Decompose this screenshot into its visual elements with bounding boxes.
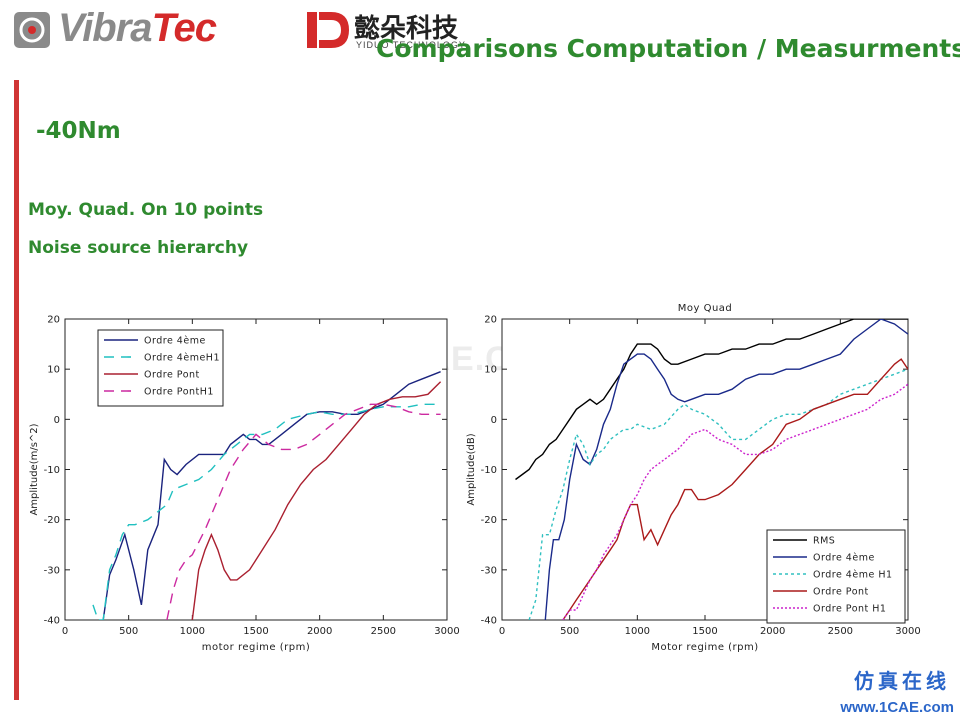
x-tick-label: 2500 [828, 626, 853, 637]
series-line [528, 368, 908, 620]
series-line [166, 403, 441, 620]
y-tick-label: 0 [54, 415, 60, 426]
x-tick-label: 500 [560, 626, 579, 637]
slide-title: Comparisons Computation / Measurments [376, 34, 960, 63]
x-axis-label: motor regime (rpm) [202, 642, 310, 653]
y-tick-label: 10 [484, 365, 497, 376]
y-tick-label: 10 [47, 365, 60, 376]
legend-label: Ordre Pont [813, 587, 869, 598]
y-tick-label: -10 [44, 465, 60, 476]
y-tick-label: 20 [47, 315, 60, 326]
legend-label: RMS [813, 536, 835, 547]
legend-label: Ordre PontH1 [144, 387, 214, 398]
x-tick-label: 500 [119, 626, 138, 637]
legend-label: Ordre Pont [144, 370, 200, 381]
x-tick-label: 1500 [243, 626, 268, 637]
y-tick-label: -10 [481, 465, 497, 476]
x-tick-label: 2000 [307, 626, 332, 637]
series-line [562, 383, 908, 620]
watermark-cn: 仿真在线 [854, 669, 950, 693]
series-line [515, 319, 908, 481]
yiduo-logo-subtext: YIDUO TECHNOLOGY [356, 40, 466, 50]
y-axis-label: Amplitude(m/s^2) [29, 423, 40, 515]
subtitle-moy-quad: Moy. Quad. On 10 points [28, 200, 264, 220]
legend-label: Ordre 4ème [144, 336, 206, 347]
vibratec-logo-text: VibraTec [58, 6, 217, 50]
y-tick-label: -40 [481, 616, 497, 627]
x-tick-label: 1500 [692, 626, 717, 637]
x-tick-label: 1000 [625, 626, 650, 637]
y-tick-label: 20 [484, 315, 497, 326]
legend-label: Ordre 4èmeH1 [144, 353, 220, 364]
vibratec-logo-icon [14, 12, 50, 48]
watermark-url: www.1CAE.com [840, 699, 954, 716]
yiduo-logo-icon [307, 12, 349, 48]
yiduo-logo-text: 懿朵科技 [354, 14, 459, 44]
x-tick-label: 3000 [434, 626, 459, 637]
y-tick-label: -40 [44, 616, 60, 627]
y-axis-label: Amplitude(dB) [466, 433, 477, 505]
x-tick-label: 0 [499, 626, 505, 637]
y-tick-label: -30 [481, 565, 497, 576]
legend-label: Ordre 4ème H1 [813, 570, 893, 581]
y-tick-label: -20 [44, 515, 60, 526]
y-tick-label: 0 [491, 415, 497, 426]
series-line [562, 358, 908, 620]
x-tick-label: 3000 [895, 626, 920, 637]
measurement-chart: 0 500 1000 1500 2000 2500 3000 -40 -30 -20 -10 0 10 2… [466, 303, 921, 653]
x-axis-label: Motor regime (rpm) [651, 642, 758, 653]
torque-label: -40Nm [36, 118, 121, 144]
x-tick-label: 2500 [371, 626, 396, 637]
x-tick-label: 2000 [760, 626, 785, 637]
chart-title: Moy Quad [678, 303, 733, 314]
accent-bar [14, 80, 19, 700]
computation-chart: 0 500 1000 1500 2000 2500 3000 -40 -30 -20 -10 0 10 2… [29, 315, 460, 654]
series-line [92, 403, 441, 620]
subtitle-noise-hierarchy: Noise source hierarchy [28, 238, 249, 258]
legend-label: Ordre 4ème [813, 553, 875, 564]
legend-box [97, 329, 224, 407]
y-tick-label: -30 [44, 565, 60, 576]
series-line [544, 319, 908, 620]
series-line [102, 371, 441, 620]
series-line [191, 381, 442, 620]
y-tick-label: -20 [481, 515, 497, 526]
legend-label: Ordre Pont H1 [813, 604, 886, 615]
x-tick-label: 0 [62, 626, 68, 637]
x-tick-label: 1000 [180, 626, 205, 637]
